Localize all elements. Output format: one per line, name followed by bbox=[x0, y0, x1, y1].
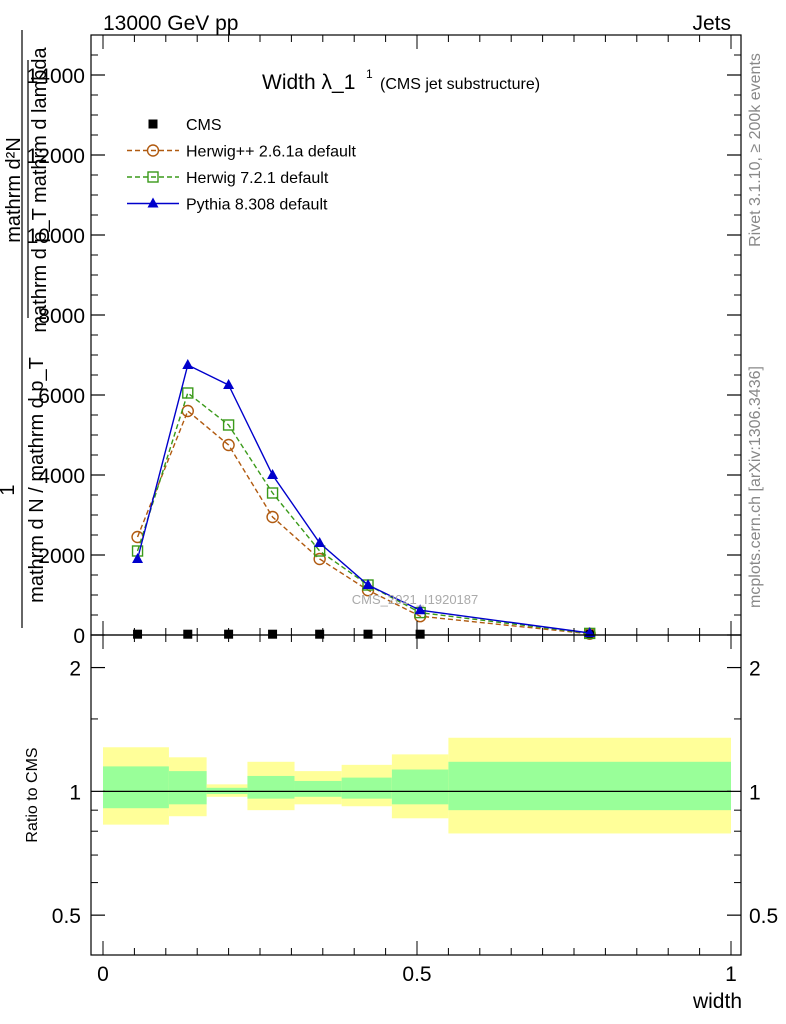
series-0-point bbox=[133, 629, 143, 639]
ylabel-frac-denominator: mathrm d p_T mathrm d lambda bbox=[29, 46, 51, 332]
series-1-point bbox=[222, 438, 235, 452]
ratio-inner-band bbox=[103, 766, 169, 809]
main-y-tick-label: 8000 bbox=[38, 305, 85, 328]
series-3-point bbox=[223, 379, 235, 389]
series-0-point bbox=[315, 629, 325, 639]
ratio-y-tick-label: 2 bbox=[69, 658, 81, 681]
series-3-point bbox=[267, 469, 279, 479]
ratio-y-tick-label-right: 1 bbox=[749, 781, 761, 804]
main-y-tick-label: 0 bbox=[73, 625, 85, 648]
ratio-inner-band bbox=[391, 769, 449, 805]
series-line-1 bbox=[136, 409, 590, 635]
ratio-y-tick-label: 0.5 bbox=[52, 905, 81, 928]
x-axis-label: width bbox=[692, 990, 742, 1013]
main-y-tick-label: 4000 bbox=[38, 465, 85, 488]
chart-title: Width λ_1 1 (CMS jet substructure) bbox=[262, 67, 540, 94]
legend-marker bbox=[146, 144, 160, 157]
ratio-inner-band bbox=[247, 775, 295, 799]
header-jets-label: Jets bbox=[692, 12, 731, 35]
main-series-layer bbox=[131, 359, 596, 640]
main-panel: 0 2000 4000 6000 8000 10000 12000 14000 bbox=[27, 34, 742, 648]
x-tick-label: 0 bbox=[97, 963, 109, 986]
ratio-frame bbox=[90, 634, 742, 956]
legend-marker bbox=[148, 119, 158, 129]
ratio-y-tick-label-right: 2 bbox=[749, 658, 761, 681]
series-1-point bbox=[181, 404, 194, 418]
legend-marker bbox=[147, 171, 159, 183]
series-3-point bbox=[314, 537, 326, 547]
ylabel-denominator: mathrm d N / mathrm d p_T bbox=[26, 357, 48, 603]
main-y-axis: 0 2000 4000 6000 8000 10000 12000 14000 bbox=[27, 34, 741, 648]
main-x-ticks bbox=[102, 35, 732, 635]
series-3-point bbox=[362, 579, 374, 589]
header-energy-label: 13000 GeV pp bbox=[103, 12, 238, 35]
x-tick-label: 1 bbox=[725, 963, 737, 986]
main-y-tick-label: 2000 bbox=[38, 545, 85, 568]
ratio-inner-band bbox=[448, 761, 731, 811]
series-0-point bbox=[363, 629, 373, 639]
chart-title-text: Width λ_1 bbox=[262, 71, 355, 94]
mcplots-label: mcplots.cern.ch [arXiv:1306.3436] bbox=[747, 366, 764, 608]
ratio-inner-band bbox=[294, 780, 342, 797]
series-line-2 bbox=[136, 391, 590, 635]
chart-title-note: (CMS jet substructure) bbox=[380, 76, 540, 93]
main-y-tick-label: 10000 bbox=[27, 225, 85, 248]
legend-label: Herwig 7.2.1 default bbox=[186, 170, 329, 187]
series-0-point bbox=[183, 629, 193, 639]
legend-marker bbox=[147, 197, 159, 208]
ylabel-numerator: 1 bbox=[0, 484, 19, 495]
ratio-inner-band bbox=[341, 777, 392, 799]
ratio-x-axis: 0 0.5 1 bbox=[97, 635, 737, 986]
main-y-tick-label: 12000 bbox=[27, 145, 85, 168]
series-0-point bbox=[268, 629, 278, 639]
main-y-tick-label: 14000 bbox=[27, 65, 85, 88]
legend-label: CMS bbox=[186, 117, 222, 134]
series-line-3 bbox=[136, 363, 590, 634]
chart-title-superscript: 1 bbox=[366, 67, 373, 81]
ratio-y-tick-label-right: 0.5 bbox=[749, 905, 778, 928]
series-2-point bbox=[222, 419, 235, 431]
ratio-y-tick-label: 1 bbox=[69, 781, 81, 804]
series-1-point bbox=[313, 552, 326, 566]
series-1-point bbox=[266, 510, 279, 524]
ylabel-frac-numerator: mathrm d²N bbox=[3, 137, 25, 243]
series-3-point bbox=[132, 553, 144, 563]
ratio-y-axis-label: Ratio to CMS bbox=[24, 747, 41, 842]
legend-label: Herwig++ 2.6.1a default bbox=[186, 144, 356, 161]
x-tick-label: 0.5 bbox=[402, 963, 431, 986]
ratio-panel: 0.5 0.51 12 2 0 0.5 1 bbox=[52, 634, 778, 986]
series-2-point bbox=[266, 487, 279, 499]
main-y-tick-label: 6000 bbox=[38, 385, 85, 408]
ratio-inner-band bbox=[168, 771, 207, 805]
legend-label: Pythia 8.308 default bbox=[186, 197, 328, 214]
analysis-watermark: CMS_2021_I1920187 bbox=[352, 592, 479, 607]
main-y-axis-label: 1 mathrm d N / mathrm d p_T mathrm d²N m… bbox=[0, 30, 51, 628]
series-0-point bbox=[415, 629, 425, 639]
rivet-version-label: Rivet 3.1.10, ≥ 200k events bbox=[747, 53, 764, 247]
series-2-point bbox=[182, 387, 194, 399]
series-3-point bbox=[414, 604, 426, 615]
ratio-y-axis: 0.5 0.5 1 1 2 2 bbox=[52, 658, 778, 929]
series-3-point bbox=[182, 359, 194, 369]
ratio-bands-layer bbox=[103, 737, 731, 834]
legend: CMS Herwig++ 2.6.1a default Herwig 7.2.1 d… bbox=[127, 117, 356, 214]
